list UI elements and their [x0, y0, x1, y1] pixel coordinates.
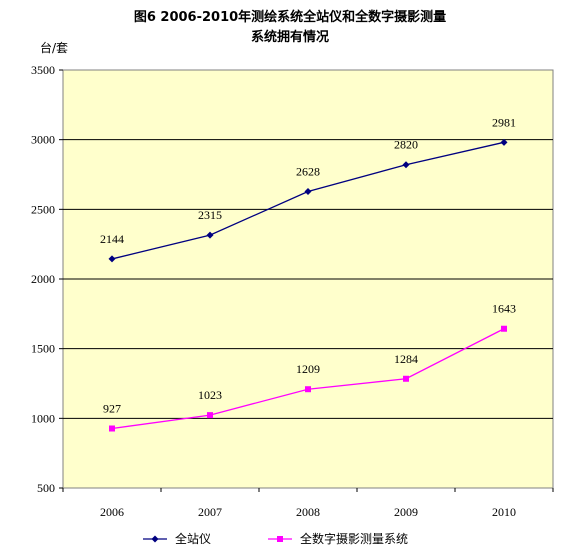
y-tick-label: 2000 — [31, 272, 55, 286]
data-point — [304, 187, 312, 195]
legend-item: 全数字摄影测量系统 — [268, 531, 408, 546]
legend-label: 全站仪 — [175, 531, 211, 546]
data-point — [207, 412, 213, 419]
legend-item: 全站仪 — [143, 531, 211, 546]
legend-marker — [277, 536, 283, 542]
data-label: 2820 — [394, 138, 418, 152]
y-tick-label: 500 — [37, 481, 55, 495]
data-point — [305, 386, 311, 393]
legend-marker — [151, 535, 159, 543]
data-point — [402, 161, 410, 169]
y-tick-label: 2500 — [31, 202, 55, 216]
x-tick-label: 2007 — [198, 505, 222, 519]
y-tick-label: 3500 — [31, 63, 55, 77]
chart-title: 图6 2006-2010年测绘系统全站仪和全数字摄影测量 — [134, 9, 446, 25]
y-tick-label: 1000 — [31, 411, 55, 425]
data-label: 2144 — [100, 232, 124, 246]
x-tick-label: 2010 — [492, 505, 516, 519]
y-tick-label: 3000 — [31, 133, 55, 147]
y-axis-ticks: 500 1000 1500 2000 2500 3000 3500 — [31, 63, 63, 495]
data-point — [501, 325, 507, 332]
data-label: 2628 — [296, 164, 320, 178]
x-axis-ticks: 2006 2007 2008 2009 2010 — [62, 488, 554, 519]
x-tick-label: 2009 — [394, 505, 418, 519]
x-tick-label: 2006 — [100, 505, 124, 519]
data-label: 1209 — [296, 362, 320, 376]
series-1: 2144 2315 2628 2820 2981 — [100, 115, 516, 263]
data-label: 2315 — [198, 208, 222, 222]
chart-subtitle: 系统拥有情况 — [251, 29, 329, 45]
x-tick-label: 2008 — [296, 505, 320, 519]
legend: 全站仪 全数字摄影测量系统 — [143, 531, 408, 546]
data-label: 2981 — [492, 115, 516, 129]
data-label: 1284 — [394, 352, 418, 366]
data-label: 1023 — [198, 388, 222, 402]
data-point — [403, 375, 409, 382]
series-2: 927 1023 1209 1284 1643 — [103, 302, 516, 432]
data-label: 927 — [103, 402, 121, 416]
gridlines — [63, 139, 553, 419]
data-point — [108, 255, 116, 263]
series-layer: 2144 2315 2628 2820 2981 927 1023 1209 1284 1643 — [100, 115, 516, 432]
data-point — [206, 231, 214, 239]
data-point — [109, 425, 115, 432]
y-axis-unit: 台/套 — [40, 40, 68, 55]
data-point — [500, 138, 508, 146]
legend-label: 全数字摄影测量系统 — [300, 531, 408, 546]
y-tick-label: 1500 — [31, 342, 55, 356]
data-label: 1643 — [492, 302, 516, 316]
